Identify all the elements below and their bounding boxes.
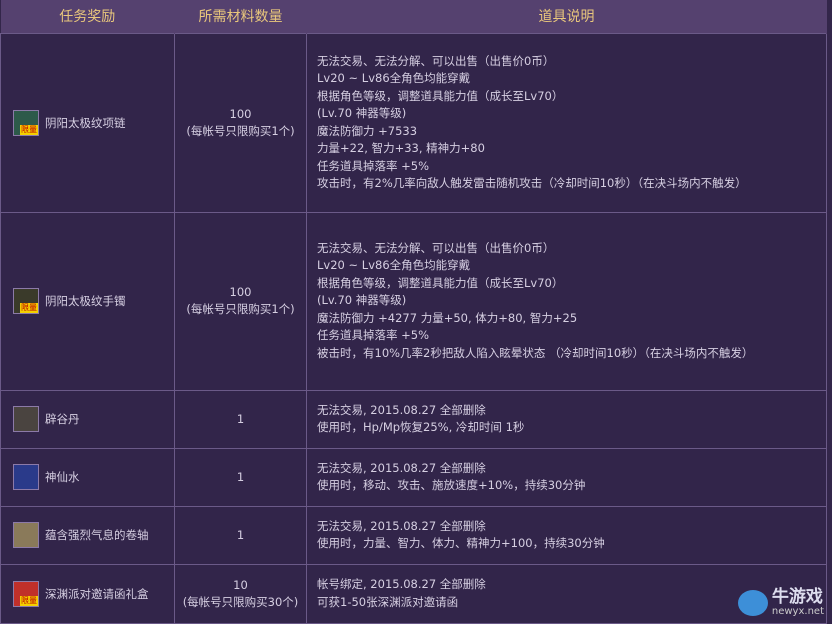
quantity: 100: [229, 285, 252, 299]
header-reward: 任务奖励: [0, 0, 175, 33]
table-row: 限量 深渊派对邀请函礼盒 10 (每帐号只限购买30个) 帐号绑定, 2015.0…: [0, 563, 827, 624]
description-line: 使用时，移动、攻击、施放速度+10%，持续30分钟: [317, 478, 586, 492]
description-line: 任务道具掉落率 +5%: [317, 328, 430, 343]
description-cell: 无法交易、无法分解、可以出售（出售价0币） Lv20 ~ Lv86全角色均能穿戴根…: [306, 32, 827, 213]
quantity-cell: 1: [174, 389, 307, 449]
reward-cell: 蕴含强烈气息的卷轴: [0, 505, 175, 565]
quantity: 1: [236, 527, 245, 542]
description-line: 无法交易、无法分解、可以出售（出售价0币）: [317, 53, 555, 68]
quantity-cell: 100 (每帐号只限购买1个): [174, 211, 307, 391]
description-line: 无法交易, 2015.08.27 全部删除: [317, 518, 486, 533]
limited-badge: 限量: [20, 124, 38, 135]
table-row: 限量 阴阳太极纹手镯 100 (每帐号只限购买1个) 无法交易、无法分解、可以出售…: [0, 211, 827, 391]
watermark: 牛游戏 newyx.net: [737, 587, 824, 617]
cow-logo-icon: [737, 589, 768, 616]
description-line: (Lv.70 神器等级): [317, 106, 407, 120]
quantity-cell: 100 (每帐号只限购买1个): [174, 32, 307, 213]
description-line: 任务道具掉落率 +5%: [317, 158, 430, 173]
reward-name: 神仙水: [45, 470, 80, 484]
bracelet-icon: 限量: [13, 288, 39, 314]
reward-cell: 限量 阴阳太极纹项链: [0, 32, 175, 213]
description-line: 可获1-50张深渊派对邀请函: [317, 594, 459, 609]
scroll-icon: [13, 522, 39, 548]
reward-cell: 神仙水: [0, 447, 175, 507]
reward-name: 深渊派对邀请函礼盒: [45, 586, 149, 601]
description-line: 根据角色等级，调整道具能力值（成长至Lv70）: [317, 275, 564, 290]
quantity-cell: 10 (每帐号只限购买30个): [174, 563, 307, 624]
quantity: 1: [236, 469, 245, 484]
reward-name: 辟谷丹: [45, 412, 80, 426]
watermark-title: 牛游戏: [771, 587, 823, 607]
giftbox-icon: 限量: [13, 580, 39, 607]
quantity-cell: 1: [174, 447, 307, 507]
pill-icon: [13, 406, 39, 432]
reward-name: 阴阳太极纹手镯: [45, 294, 126, 308]
quantity-cell: 1: [174, 505, 307, 565]
table-row: 蕴含强烈气息的卷轴 1 无法交易, 2015.08.27 全部删除使用时，力量、…: [0, 505, 827, 565]
description-cell: 无法交易, 2015.08.27 全部删除使用时，移动、攻击、施放速度+10%，…: [306, 447, 827, 507]
description-line: 根据角色等级，调整道具能力值（成长至Lv70）: [317, 88, 564, 103]
quantity: 100: [229, 106, 252, 121]
description-line: 无法交易, 2015.08.27 全部删除: [317, 460, 486, 475]
description-line: 帐号绑定, 2015.08.27 全部删除: [317, 577, 486, 591]
quantity-note: (每帐号只限购买30个): [182, 594, 299, 609]
reward-name: 蕴含强烈气息的卷轴: [45, 528, 149, 542]
reward-cell: 辟谷丹: [0, 389, 175, 449]
quantity-note: (每帐号只限购买1个): [186, 302, 295, 316]
potion-icon: [13, 464, 39, 490]
description-line: 魔法防御力 +4277 力量+50, 体力+80, 智力+25: [317, 310, 578, 325]
description-line: 使用时，Hp/Mp恢复25%, 冷却时间 1秒: [317, 420, 525, 434]
description-cell: 帐号绑定, 2015.08.27 全部删除 可获1-50张深渊派对邀请函: [306, 563, 827, 624]
description-line: (Lv.70 神器等级): [317, 293, 407, 308]
header-quantity: 所需材料数量: [174, 0, 307, 33]
table-row: 神仙水 1 无法交易, 2015.08.27 全部删除使用时，移动、攻击、施放速…: [0, 447, 827, 507]
header-description: 道具说明: [306, 0, 827, 33]
description-line: 被击时，有10%几率2秒把敌人陷入眩晕状态 （冷却时间10秒）（在决斗场内不触发…: [317, 345, 754, 360]
quantity: 10: [233, 577, 248, 592]
description-cell: 无法交易, 2015.08.27 全部删除使用时，Hp/Mp恢复25%, 冷却时…: [306, 389, 827, 449]
description-line: 力量+22, 智力+33, 精神力+80: [317, 141, 485, 155]
reward-name: 阴阳太极纹项链: [45, 115, 126, 130]
description-cell: 无法交易, 2015.08.27 全部删除使用时，力量、智力、体力、精神力+10…: [306, 505, 827, 565]
reward-cell: 限量 阴阳太极纹手镯: [0, 211, 175, 391]
limited-badge: 限量: [20, 595, 38, 606]
quantity-note: (每帐号只限购买1个): [186, 123, 295, 138]
watermark-url: newyx.net: [771, 606, 824, 617]
description-line: 魔法防御力 +7533: [317, 123, 418, 138]
description-line: Lv20 ~ Lv86全角色均能穿戴: [317, 71, 471, 85]
description-line: 无法交易, 2015.08.27 全部删除: [317, 402, 486, 417]
description-line: 使用时，力量、智力、体力、精神力+100，持续30分钟: [317, 536, 605, 550]
limited-badge: 限量: [20, 303, 38, 313]
description-cell: 无法交易、无法分解、可以出售（出售价0币） Lv20 ~ Lv86全角色均能穿戴根…: [306, 211, 827, 391]
description-line: 无法交易、无法分解、可以出售（出售价0币）: [317, 240, 555, 255]
table-row: 辟谷丹 1 无法交易, 2015.08.27 全部删除使用时，Hp/Mp恢复25…: [0, 389, 827, 449]
necklace-icon: 限量: [13, 109, 39, 136]
table-row: 限量 阴阳太极纹项链 100 (每帐号只限购买1个) 无法交易、无法分解、可以出售…: [0, 32, 827, 213]
reward-cell: 限量 深渊派对邀请函礼盒: [0, 563, 175, 624]
description-line: Lv20 ~ Lv86全角色均能穿戴: [317, 258, 471, 273]
quantity: 1: [236, 411, 245, 426]
description-line: 攻击时，有2%几率向敌人触发雷击随机攻击（冷却时间10秒）（在决斗场内不触发）: [317, 176, 747, 190]
